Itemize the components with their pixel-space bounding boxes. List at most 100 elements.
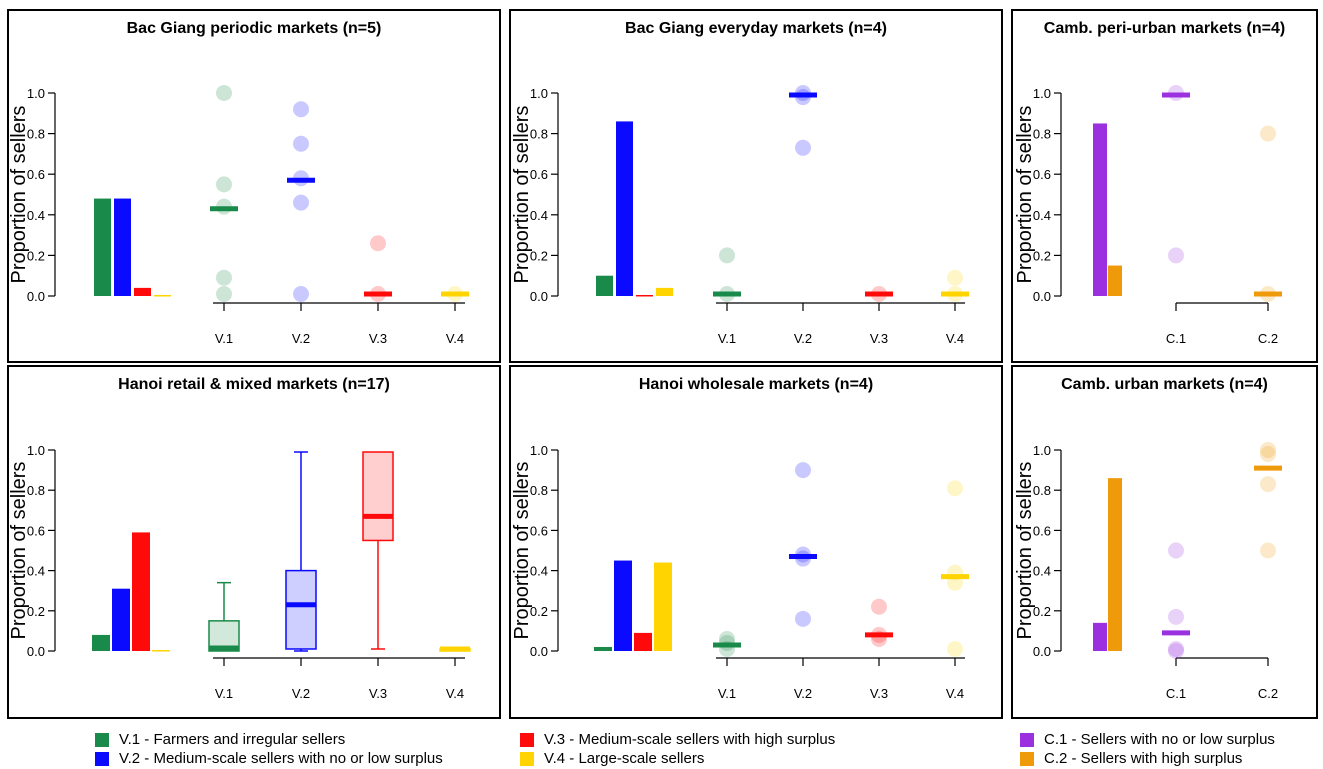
data-point	[795, 462, 811, 479]
panel-title: Hanoi retail & mixed markets (n=17)	[118, 376, 390, 393]
bar-v2	[616, 121, 633, 296]
data-point	[871, 598, 887, 615]
bar-v1	[94, 198, 111, 296]
y-tick-label: 1.0	[530, 443, 548, 458]
panel-5: Hanoi wholesale markets (n=4) 0.0 0.2 0.4 0.…	[509, 365, 1003, 719]
y-axis-title: Proportion of sellers	[1014, 462, 1036, 640]
data-point	[1260, 542, 1276, 559]
data-point	[947, 480, 963, 497]
panel-frame	[1011, 9, 1318, 363]
panel-frame	[7, 9, 501, 363]
y-tick-label: 0.6	[530, 523, 548, 538]
x-tick-label: V.2	[794, 686, 812, 701]
panel-frame	[509, 365, 1003, 719]
data-point	[216, 269, 232, 286]
bar-v4	[154, 294, 171, 297]
panel-3: Camb. peri-urban markets (n=4) 0.0 0.2 0.4 0…	[1011, 9, 1318, 363]
bar-c2	[1108, 478, 1122, 651]
y-tick-label: 0.0	[530, 644, 548, 659]
legend-item-v3: V.3 - Medium-scale sellers with high sur…	[520, 731, 835, 749]
x-tick-label: V.1	[718, 331, 736, 346]
x-tick-label: V.1	[215, 686, 233, 701]
y-tick-label: 0.2	[27, 604, 45, 619]
bar-v3	[132, 532, 150, 651]
panel-title: Camb. urban markets (n=4)	[1061, 376, 1268, 393]
data-point	[293, 101, 309, 118]
data-point	[795, 610, 811, 627]
x-tick-label: V.4	[446, 686, 464, 701]
panel-frame	[1011, 365, 1318, 719]
legend-item-v2: V.2 - Medium-scale sellers with no or lo…	[95, 750, 443, 768]
y-tick-label: 0.6	[530, 167, 548, 182]
data-point	[216, 176, 232, 193]
x-tick-label: V.3	[369, 686, 387, 701]
data-point	[370, 235, 386, 252]
y-tick-label: 0.2	[1033, 248, 1051, 263]
y-tick-label: 0.0	[27, 644, 45, 659]
x-tick-label: C.2	[1258, 331, 1278, 346]
x-tick-label: C.1	[1166, 331, 1186, 346]
x-tick-label: V.2	[292, 686, 310, 701]
x-tick-label: V.4	[946, 686, 964, 701]
y-tick-label: 1.0	[27, 443, 45, 458]
bar-v4	[654, 562, 672, 651]
data-point	[293, 135, 309, 152]
legend-item-c1: C.1 - Sellers with no or low surplus	[1020, 731, 1275, 749]
panel-1: Bac Giang periodic markets (n=5) 0.0 0.2 0.…	[7, 9, 501, 363]
y-axis-title: Proportion of sellers	[8, 462, 30, 640]
x-tick-label: V.3	[870, 686, 888, 701]
bar-v2	[114, 198, 131, 296]
y-tick-label: 1.0	[1033, 86, 1051, 101]
y-tick-label: 1.0	[530, 86, 548, 101]
data-point	[293, 194, 309, 211]
y-tick-label: 0.4	[1033, 564, 1051, 579]
data-point	[947, 640, 963, 657]
data-point	[216, 85, 232, 101]
y-tick-label: 0.2	[530, 248, 548, 263]
box	[362, 451, 394, 542]
data-point	[1168, 643, 1184, 659]
x-tick-label: V.1	[215, 331, 233, 346]
panel-frame	[509, 9, 1003, 363]
legend-label-c1: C.1 - Sellers with no or low surplus	[1044, 731, 1275, 748]
data-point	[1260, 125, 1276, 142]
data-point	[216, 285, 232, 302]
y-tick-label: 0.4	[27, 208, 45, 223]
data-point	[1260, 442, 1276, 458]
y-tick-label: 0.4	[530, 564, 548, 579]
y-tick-label: 0.8	[27, 483, 45, 498]
legend-swatch-v3	[520, 733, 534, 747]
x-tick-label: V.3	[870, 331, 888, 346]
y-axis-title: Proportion of sellers	[1014, 106, 1036, 284]
y-tick-label: 0.0	[1033, 644, 1051, 659]
bar-v3	[636, 294, 653, 297]
bar-c2	[1108, 265, 1122, 296]
panel-4: Hanoi retail & mixed markets (n=17) 0.0 0.…	[7, 365, 501, 719]
y-tick-label: 0.6	[1033, 523, 1051, 538]
y-tick-label: 0.4	[530, 208, 548, 223]
panel-frame	[7, 365, 501, 719]
x-tick-label: V.1	[718, 686, 736, 701]
bar-v2	[614, 560, 632, 651]
bar-v1	[594, 646, 612, 651]
bar-v2	[112, 588, 130, 651]
x-tick-label: V.3	[369, 331, 387, 346]
x-tick-label: C.2	[1258, 686, 1278, 701]
y-tick-label: 0.4	[1033, 208, 1051, 223]
data-point	[1260, 446, 1276, 463]
y-tick-label: 0.6	[1033, 167, 1051, 182]
panel-title: Bac Giang periodic markets (n=5)	[127, 20, 382, 37]
legend-item-v1: V.1 - Farmers and irregular sellers	[95, 731, 345, 749]
y-tick-label: 0.8	[530, 483, 548, 498]
x-tick-label: V.2	[794, 331, 812, 346]
data-point	[1168, 542, 1184, 559]
legend-swatch-v4	[520, 752, 534, 766]
data-point	[1260, 476, 1276, 493]
y-tick-label: 0.8	[27, 127, 45, 142]
data-point	[795, 139, 811, 156]
bar-v3	[634, 632, 652, 651]
y-tick-label: 0.6	[27, 167, 45, 182]
y-tick-label: 0.0	[1033, 289, 1051, 304]
data-point	[1168, 640, 1184, 657]
